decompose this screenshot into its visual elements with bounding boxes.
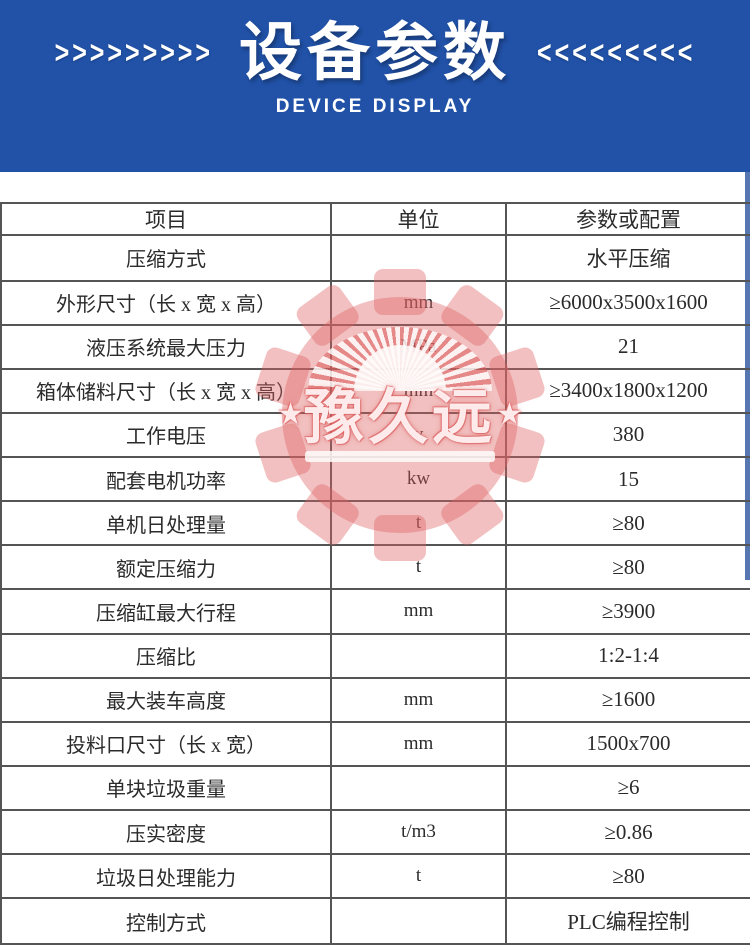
spec-unit-cell xyxy=(330,764,507,812)
spec-item-cell: 压缩方式 xyxy=(0,234,332,282)
title-row: >>>>>>>>> 设备参数 <<<<<<<<< xyxy=(0,0,750,90)
spec-item-cell: 单块垃圾重量 xyxy=(0,764,332,812)
spec-item-cell: 控制方式 xyxy=(0,897,332,945)
table-row: 压缩比 1:2-1:4 xyxy=(0,632,750,679)
spec-value-cell: ≥6000x3500x1600 xyxy=(505,279,750,326)
table-row: 额定压缩力 t ≥80 xyxy=(0,544,750,591)
spec-unit-cell xyxy=(330,897,507,945)
table-row: 压缩方式 水平压缩 xyxy=(0,234,750,282)
table-row: 压缩缸最大行程 mm ≥3900 xyxy=(0,588,750,635)
table-row: 配套电机功率 kw 15 xyxy=(0,456,750,503)
spec-item-cell: 配套电机功率 xyxy=(0,456,332,503)
column-header-value: 参数或配置 xyxy=(505,202,750,236)
spec-unit-cell: mm xyxy=(330,720,507,767)
spec-unit-cell: t xyxy=(330,853,507,900)
table-header-row: 项目 单位 参数或配置 xyxy=(0,202,750,236)
spec-value-cell: ≥3400x1800x1200 xyxy=(505,367,750,414)
spec-unit-cell: t/m3 xyxy=(330,809,507,856)
spec-item-cell: 工作电压 xyxy=(0,411,332,459)
spec-unit-cell: mm xyxy=(330,279,507,326)
table-row: 液压系统最大压力 MPa 21 xyxy=(0,323,750,370)
spec-unit-cell xyxy=(330,234,507,282)
spec-value-cell: ≥0.86 xyxy=(505,809,750,856)
spec-value-cell: 21 xyxy=(505,323,750,370)
spec-unit-cell xyxy=(330,632,507,679)
table-row: 工作电压 v 380 xyxy=(0,411,750,459)
page-subtitle: DEVICE DISPLAY xyxy=(275,96,475,117)
table-row: 控制方式 PLC编程控制 xyxy=(0,897,750,945)
spec-unit-cell: kw xyxy=(330,456,507,503)
table-row: 单块垃圾重量 ≥6 xyxy=(0,764,750,812)
table-row: 外形尺寸（长 x 宽 x 高） mm ≥6000x3500x1600 xyxy=(0,279,750,326)
spec-value-cell: ≥6 xyxy=(505,764,750,812)
table-row: 最大装车高度 mm ≥1600 xyxy=(0,676,750,723)
spec-unit-cell: v xyxy=(330,411,507,459)
column-header-unit: 单位 xyxy=(330,202,507,236)
spec-value-cell: ≥3900 xyxy=(505,588,750,635)
spec-item-cell: 额定压缩力 xyxy=(0,544,332,591)
table-row: 单机日处理量 t ≥80 xyxy=(0,500,750,547)
spec-item-cell: 投料口尺寸（长 x 宽） xyxy=(0,720,332,767)
spec-item-cell: 液压系统最大压力 xyxy=(0,323,332,370)
column-header-item: 项目 xyxy=(0,202,332,236)
spec-unit-cell: t xyxy=(330,544,507,591)
spec-value-cell: ≥80 xyxy=(505,500,750,547)
spec-item-cell: 最大装车高度 xyxy=(0,676,332,723)
spec-item-cell: 压实密度 xyxy=(0,809,332,856)
spec-value-cell: ≥80 xyxy=(505,853,750,900)
spec-item-cell: 垃圾日处理能力 xyxy=(0,853,332,900)
spec-item-cell: 箱体储料尺寸（长 x 宽 x 高） xyxy=(0,367,332,414)
spec-table: 项目 单位 参数或配置 压缩方式 水平压缩 外形尺寸（长 x 宽 x 高） xyxy=(0,202,750,945)
right-arrows-decoration: <<<<<<<<< xyxy=(537,34,696,70)
spec-value-cell: 水平压缩 xyxy=(505,234,750,282)
left-arrows-decoration: >>>>>>>>> xyxy=(54,34,213,70)
spec-value-cell: 1:2-1:4 xyxy=(505,632,750,679)
table-row: 箱体储料尺寸（长 x 宽 x 高） mm ≥3400x1800x1200 xyxy=(0,367,750,414)
spec-item-cell: 压缩缸最大行程 xyxy=(0,588,332,635)
spec-unit-cell: mm xyxy=(330,676,507,723)
spec-value-cell: 15 xyxy=(505,456,750,503)
spec-item-cell: 压缩比 xyxy=(0,632,332,679)
spec-unit-cell: t xyxy=(330,500,507,547)
header-banner: >>>>>>>>> 设备参数 <<<<<<<<< DEVICE DISPLAY xyxy=(0,0,750,172)
page-title: 设备参数 xyxy=(239,18,511,88)
table-row: 垃圾日处理能力 t ≥80 xyxy=(0,853,750,900)
spec-unit-cell: mm xyxy=(330,367,507,414)
spec-value-cell: PLC编程控制 xyxy=(505,897,750,945)
spec-value-cell: 1500x700 xyxy=(505,720,750,767)
spec-item-cell: 单机日处理量 xyxy=(0,500,332,547)
spec-unit-cell: mm xyxy=(330,588,507,635)
spec-unit-cell: MPa xyxy=(330,323,507,370)
spec-value-cell: ≥80 xyxy=(505,544,750,591)
spec-value-cell: 380 xyxy=(505,411,750,459)
spec-value-cell: ≥1600 xyxy=(505,676,750,723)
table-row: 投料口尺寸（长 x 宽） mm 1500x700 xyxy=(0,720,750,767)
table-row: 压实密度 t/m3 ≥0.86 xyxy=(0,809,750,856)
spec-item-cell: 外形尺寸（长 x 宽 x 高） xyxy=(0,279,332,326)
